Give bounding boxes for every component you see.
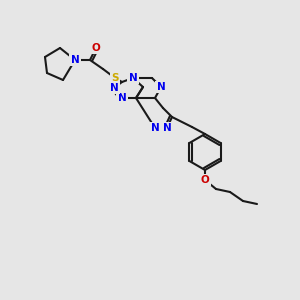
Text: N: N	[70, 55, 80, 65]
Text: N: N	[110, 83, 118, 93]
Text: N: N	[163, 123, 171, 133]
Text: N: N	[129, 73, 137, 83]
Text: N: N	[118, 93, 126, 103]
Text: O: O	[92, 43, 100, 53]
Text: O: O	[201, 175, 209, 185]
Text: N: N	[151, 123, 159, 133]
Text: S: S	[111, 73, 119, 83]
Text: N: N	[157, 82, 165, 92]
